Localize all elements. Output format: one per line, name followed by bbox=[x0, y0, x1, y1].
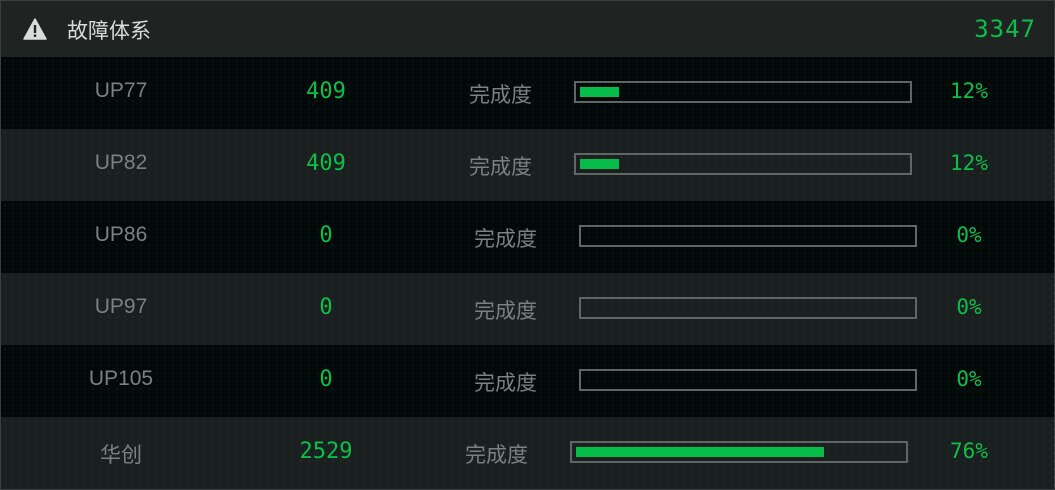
completion-percent: 0% bbox=[956, 295, 982, 319]
row-value: 409 bbox=[306, 79, 346, 104]
row-value: 2529 bbox=[299, 439, 353, 464]
progress-bar bbox=[574, 81, 912, 103]
completion-percent: 12% bbox=[950, 79, 988, 103]
panel-title: 故障体系 bbox=[67, 20, 151, 43]
row-value: 409 bbox=[306, 151, 346, 176]
progress-fill bbox=[580, 159, 620, 169]
completion-label: 完成度 bbox=[474, 300, 537, 323]
progress-bar bbox=[574, 153, 912, 175]
warning-triangle-icon bbox=[23, 18, 47, 40]
progress-fill bbox=[576, 447, 824, 457]
progress-bar bbox=[579, 297, 917, 319]
row-value: 0 bbox=[319, 295, 333, 320]
row-value: 0 bbox=[319, 223, 333, 248]
panel-header: 故障体系 3347 bbox=[1, 1, 1054, 57]
progress-bar bbox=[570, 441, 908, 463]
completion-percent: 76% bbox=[950, 439, 988, 463]
progress-fill bbox=[580, 87, 620, 97]
completion-label: 完成度 bbox=[474, 372, 537, 395]
row-value: 0 bbox=[319, 367, 333, 392]
completion-label: 完成度 bbox=[474, 228, 537, 251]
row-name: UP97 bbox=[94, 295, 148, 318]
progress-bar bbox=[579, 225, 917, 247]
completion-label: 完成度 bbox=[469, 156, 532, 179]
table-row: UP105 0 完成度 0% bbox=[1, 345, 1054, 417]
completion-percent: 0% bbox=[956, 223, 982, 247]
table-row: UP86 0 完成度 0% bbox=[1, 201, 1054, 273]
completion-label: 完成度 bbox=[469, 84, 532, 107]
row-name: UP82 bbox=[94, 151, 148, 174]
table-row: UP77 409 完成度 12% bbox=[1, 57, 1054, 129]
total-count: 3347 bbox=[974, 15, 1036, 43]
row-name: UP86 bbox=[94, 223, 148, 246]
table-row: 华创 2529 完成度 76% bbox=[1, 417, 1054, 489]
row-name: UP105 bbox=[88, 367, 154, 390]
completion-label: 完成度 bbox=[465, 444, 528, 467]
row-name: 华创 bbox=[100, 444, 142, 467]
completion-percent: 0% bbox=[956, 367, 982, 391]
table-row: UP82 409 完成度 12% bbox=[1, 129, 1054, 201]
completion-percent: 12% bbox=[950, 151, 988, 175]
table-row: UP97 0 完成度 0% bbox=[1, 273, 1054, 345]
row-name: UP77 bbox=[94, 79, 148, 102]
progress-bar bbox=[579, 369, 917, 391]
